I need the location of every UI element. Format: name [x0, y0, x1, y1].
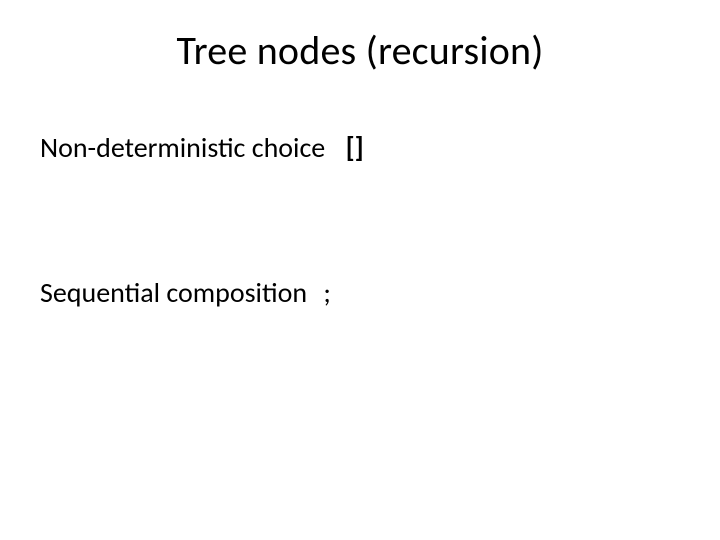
body-line-2: Sequential composition ; [40, 275, 331, 310]
slide-title: Tree nodes (recursion) [0, 26, 720, 75]
line2-operator: ; [323, 275, 331, 310]
line1-text: Non-deterministic choice [40, 130, 325, 165]
slide: Tree nodes (recursion) Non-deterministic… [0, 0, 720, 540]
line1-operator: [] [346, 130, 364, 165]
line2-text: Sequential composition [40, 275, 307, 310]
body-line-1: Non-deterministic choice [] [40, 130, 364, 165]
